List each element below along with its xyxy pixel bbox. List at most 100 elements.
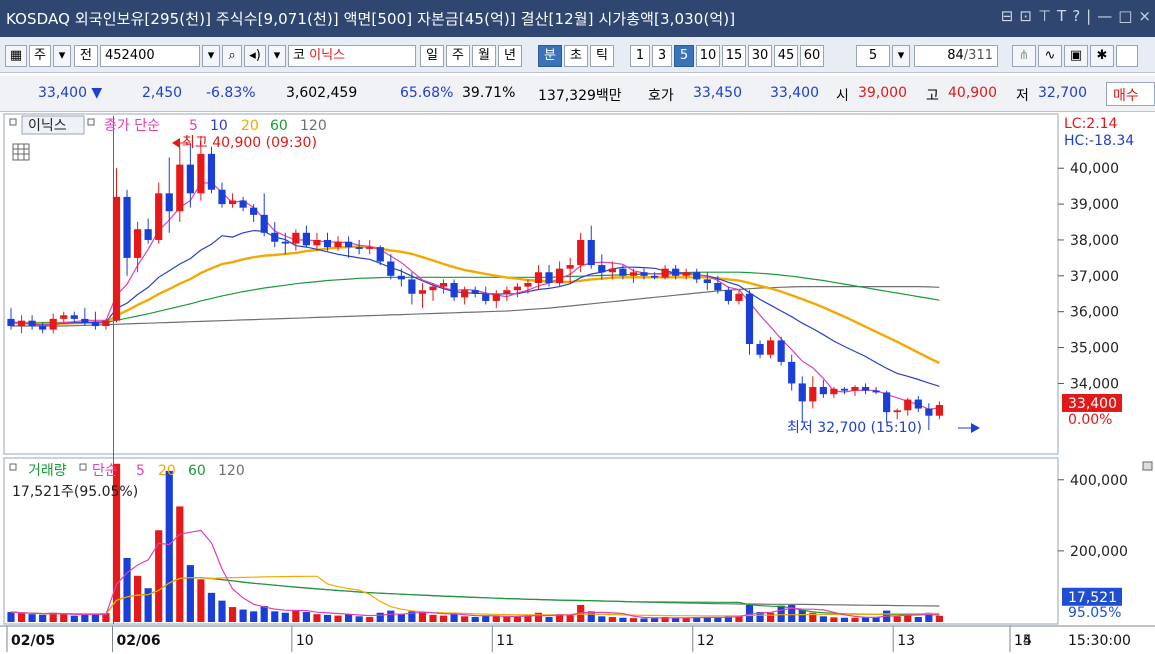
vol-ma-5-line (10, 529, 940, 619)
save-icon[interactable]: ▣ (1064, 45, 1088, 67)
candle (60, 311, 68, 323)
candle (492, 290, 500, 309)
help-icon[interactable]: ? (1072, 7, 1081, 25)
candle (197, 135, 205, 201)
market-select[interactable]: 주 (29, 45, 51, 67)
pin-icon[interactable]: ⊤ (1037, 7, 1052, 25)
volume-bar (461, 616, 469, 622)
volume-bar (503, 617, 511, 622)
bid-price: 33,400 (770, 85, 819, 101)
data-table-icon[interactable] (12, 143, 30, 161)
volume: 3,602,459 (286, 85, 358, 101)
candle-body (292, 232, 300, 244)
interval-3[interactable]: 3 (652, 45, 672, 67)
candle-body (724, 290, 732, 301)
period-month[interactable]: 월 (472, 45, 496, 67)
volume-bar (566, 614, 574, 622)
ma-label-10: 10 (210, 118, 228, 134)
candle (534, 265, 543, 291)
volume-legend-prefix: 단순 (92, 463, 118, 479)
indicator-icon[interactable]: ∿ (1038, 45, 1062, 67)
prev-button[interactable]: 전 (74, 45, 98, 67)
candle-body (112, 196, 121, 321)
low-arrow-icon (971, 423, 980, 433)
interval-dropdown-icon[interactable]: ▾ (892, 45, 910, 67)
candle-body (777, 340, 785, 362)
close-icon[interactable]: × (1138, 7, 1151, 25)
period-minute[interactable]: 분 (538, 45, 562, 67)
candle-body (513, 286, 521, 291)
sound-icon[interactable]: ◂) (244, 45, 266, 67)
volume-bar (91, 614, 99, 622)
candle-body (840, 388, 849, 391)
candle-body (788, 361, 796, 384)
candle (598, 254, 606, 280)
candle (935, 401, 943, 420)
volume-bar (28, 614, 36, 622)
interval-45[interactable]: 45 (774, 45, 798, 67)
hoga-label: 호가 (648, 88, 674, 104)
minimize-icon[interactable]: — (1097, 7, 1113, 25)
candle (777, 336, 785, 366)
volume-bar (60, 614, 68, 622)
interval-10[interactable]: 10 (696, 45, 720, 67)
candle-body (935, 404, 943, 416)
volume-bar (176, 506, 184, 622)
ask-price: 33,450 (693, 85, 742, 101)
stock-name-field[interactable]: 코 이닉스 (288, 45, 416, 67)
interval-value-input[interactable]: 5 (856, 45, 890, 67)
candle (28, 315, 36, 330)
price-tick-label: 40,000 (1070, 161, 1119, 177)
volume-bar (682, 617, 690, 622)
period-day[interactable]: 일 (420, 45, 444, 67)
market-dropdown-icon[interactable]: ▾ (53, 45, 71, 67)
code-dropdown-icon[interactable]: ▾ (202, 45, 220, 67)
layout-icon[interactable]: ▦ (5, 45, 27, 67)
candle-body (28, 320, 36, 327)
candle (524, 279, 532, 294)
candle (840, 387, 849, 395)
candle-body (418, 290, 427, 294)
period-second[interactable]: 초 (564, 45, 588, 67)
maximize-icon[interactable]: □ (1118, 7, 1133, 25)
buy-button[interactable]: 매수 (1106, 82, 1155, 106)
volume-bar (387, 610, 395, 622)
volume-bar (429, 614, 437, 622)
candle-body (714, 283, 722, 291)
checkbox[interactable] (1116, 45, 1138, 67)
candle (387, 254, 395, 280)
copy-icon[interactable]: ⊡ (1019, 7, 1032, 25)
period-tick[interactable]: 틱 (590, 45, 614, 67)
code-input[interactable]: 452400 (100, 45, 200, 67)
interval-60[interactable]: 60 (800, 45, 824, 67)
volume-bar (260, 606, 268, 622)
candle (429, 283, 437, 301)
period-week[interactable]: 주 (446, 45, 470, 67)
candle (450, 279, 458, 301)
gear-icon[interactable]: ✱ (1090, 45, 1114, 67)
candle-body (650, 275, 659, 278)
chart-area[interactable]: 35,000 36,000 37,000 38,000 39,000 40,000 34,0… (0, 112, 1155, 654)
candle-body (745, 293, 754, 344)
interval-30[interactable]: 30 (748, 45, 772, 67)
compare-icon[interactable]: ⋔ (1012, 45, 1036, 67)
interval-1[interactable]: 1 (630, 45, 650, 67)
candle (925, 403, 933, 431)
candle (545, 265, 553, 287)
sound-dropdown-icon[interactable]: ▾ (268, 45, 286, 67)
candle (471, 286, 479, 298)
volume-bar (935, 615, 943, 622)
volume-bar (745, 604, 754, 622)
interval-5[interactable]: 5 (674, 45, 694, 67)
search-icon[interactable]: ⌕ (222, 45, 242, 67)
candle-body (281, 241, 289, 244)
candle-body (345, 241, 353, 248)
restore-icon[interactable]: ⊟ (1000, 7, 1014, 25)
period-year[interactable]: 년 (498, 45, 522, 67)
stock-label-box[interactable] (21, 115, 85, 135)
interval-15[interactable]: 15 (722, 45, 746, 67)
volume-bar (123, 558, 131, 622)
candle-body (218, 189, 226, 205)
text-icon[interactable]: T (1057, 7, 1067, 25)
panel-expand-icon[interactable] (1142, 461, 1153, 471)
